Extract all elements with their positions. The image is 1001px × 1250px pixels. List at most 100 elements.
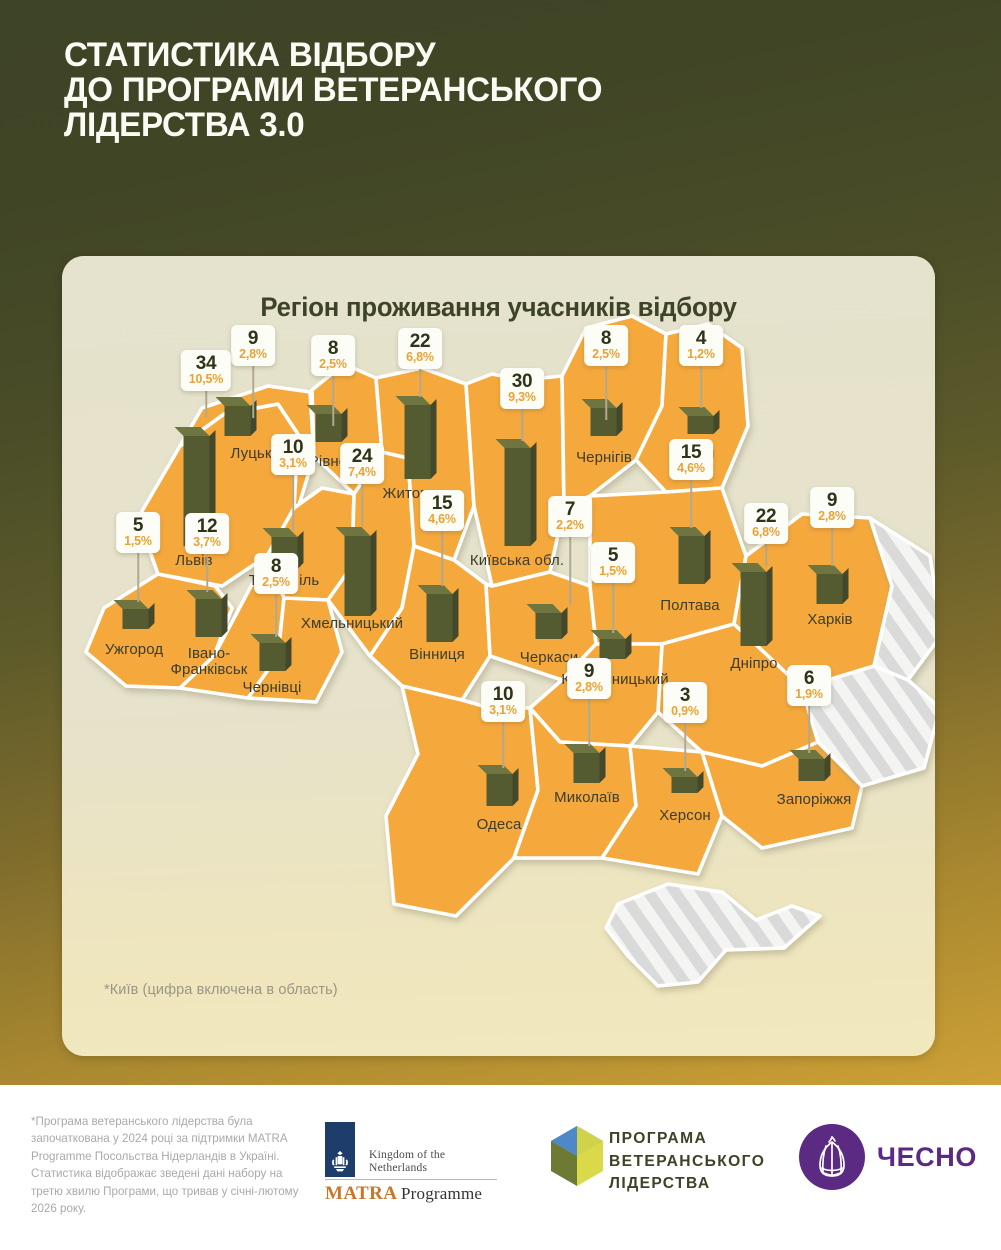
- map-callout-percent: 0,9%: [671, 704, 699, 718]
- map-callout[interactable]: 10 3,1%: [271, 434, 315, 475]
- map-region-label[interactable]: Полтава: [660, 597, 720, 614]
- map-callout[interactable]: 9 2,8%: [567, 658, 611, 699]
- map-callout[interactable]: 12 3,7%: [185, 513, 229, 554]
- map-region-label[interactable]: Миколаїв: [554, 789, 620, 806]
- kyiv-footnote: *Київ (цифра включена в область): [104, 982, 338, 998]
- map-callout[interactable]: 8 2,5%: [311, 335, 355, 376]
- map-region-label[interactable]: Рівне: [308, 453, 348, 470]
- map-region-label[interactable]: Хмельницький: [300, 615, 404, 632]
- map-callout[interactable]: 5 1,5%: [591, 542, 635, 583]
- map-region-label[interactable]: Київська обл.: [469, 552, 565, 569]
- page-title: СТАТИСТИКА ВІДБОРУ ДО ПРОГРАМИ ВЕТЕРАНСЬ…: [64, 38, 934, 143]
- map-callout-stem: [252, 366, 254, 418]
- logo-chesno[interactable]: ЧЕСНО: [799, 1124, 976, 1196]
- map-callout[interactable]: 4 1,2%: [679, 325, 723, 366]
- vl-line-1: ПРОГРАМА: [609, 1130, 708, 1147]
- map-bar[interactable]: [669, 527, 714, 597]
- region-chernivtsi[interactable]: [246, 596, 344, 704]
- map-bar[interactable]: [250, 634, 295, 684]
- map-callout-stem: [700, 366, 702, 408]
- logo-kingdom-of-netherlands[interactable]: Kingdom of the Netherlands MATRA Program…: [325, 1122, 497, 1204]
- map-callout-value: 9: [583, 661, 595, 682]
- map-callout[interactable]: 24 7,4%: [340, 443, 384, 484]
- map-regions-occupied: [604, 516, 935, 988]
- map-callout-percent: 2,5%: [319, 357, 347, 371]
- map-region-label[interactable]: Чернівці: [242, 679, 302, 696]
- footer-note: *Програма ветеранського лідерства була з…: [31, 1115, 299, 1216]
- map-region-label[interactable]: Вінниця: [409, 646, 465, 663]
- map-callout[interactable]: 8 2,5%: [584, 325, 628, 366]
- map-callout-stem: [205, 391, 207, 418]
- map-region-label[interactable]: Одеса: [476, 816, 522, 833]
- map-bar[interactable]: [113, 600, 158, 642]
- map-bar[interactable]: [395, 396, 440, 492]
- map-bar[interactable]: [662, 768, 707, 806]
- map-callout[interactable]: 3 0,9%: [663, 682, 707, 723]
- map-callout[interactable]: 7 2,2%: [548, 496, 592, 537]
- map-bar[interactable]: [807, 565, 852, 617]
- map-bar[interactable]: [731, 563, 776, 659]
- map-region-label[interactable]: Івано- Франківськ: [171, 646, 248, 678]
- map-bar[interactable]: [215, 397, 260, 449]
- map-callout[interactable]: 15 4,6%: [420, 490, 464, 531]
- map-callout-value: 15: [680, 442, 702, 463]
- map-region-label[interactable]: Харків: [807, 611, 853, 628]
- logo-veteran-leadership[interactable]: ПРОГРАМА ВЕТЕРАНСЬКОГО ЛІДЕРСТВА: [549, 1120, 779, 1200]
- map-region-label[interactable]: Ужгород: [104, 641, 164, 658]
- map-callout[interactable]: 8 2,5%: [254, 553, 298, 594]
- map-callout[interactable]: 22 6,8%: [398, 328, 442, 369]
- map-bar[interactable]: [186, 590, 231, 650]
- map-callout[interactable]: 22 6,8%: [744, 503, 788, 544]
- map-callout[interactable]: 9 2,8%: [810, 487, 854, 528]
- map-bar[interactable]: [335, 527, 380, 629]
- map-callout-percent: 3,7%: [193, 535, 221, 549]
- map-region-label[interactable]: Львів: [175, 552, 213, 569]
- map-callout-stem: [690, 480, 692, 528]
- map-callout-percent: 1,2%: [687, 347, 715, 361]
- map-region-label[interactable]: Запоріжжя: [776, 791, 852, 808]
- map-callout[interactable]: 10 3,1%: [481, 681, 525, 722]
- map-bar[interactable]: [590, 630, 635, 672]
- map-region-label[interactable]: Черкаси: [519, 649, 579, 666]
- page-title-line-1: СТАТИСТИКА ВІДБОРУ: [64, 36, 436, 74]
- map-callout[interactable]: 9 2,8%: [231, 325, 275, 366]
- map-callout-value: 9: [247, 328, 259, 349]
- map-callout-stem: [419, 369, 421, 397]
- map-region-label[interactable]: Дніпро: [730, 655, 778, 672]
- map-callout-stem: [808, 706, 810, 753]
- ukraine-map: 92,8%Луцьк82,5%Рівне3410,5%Львів103,1%Те…: [62, 256, 935, 1056]
- map-callout-percent: 10,5%: [188, 372, 224, 386]
- map-region-label[interactable]: Чернігів: [576, 449, 632, 466]
- map-callout[interactable]: 34 10,5%: [180, 350, 232, 391]
- map-callout[interactable]: 15 4,6%: [669, 439, 713, 480]
- map-heading: Регіон проживання учасників відбору: [62, 292, 935, 323]
- map-callout-value: 22: [755, 506, 777, 527]
- netherlands-logo-divider: [325, 1179, 497, 1180]
- region-occupied-crimea: [604, 882, 822, 988]
- map-callout-stem: [765, 544, 767, 566]
- map-callout-stem: [206, 554, 208, 592]
- map-region-label[interactable]: Луцьк: [230, 445, 272, 462]
- map-bar[interactable]: [526, 604, 571, 652]
- map-callout-value: 8: [270, 556, 282, 577]
- map-bar[interactable]: [477, 765, 522, 819]
- map-bar[interactable]: [581, 399, 626, 449]
- map-bar[interactable]: [495, 439, 540, 559]
- map-callout-stem: [612, 583, 614, 633]
- map-bar[interactable]: [789, 750, 834, 794]
- map-bar[interactable]: [564, 744, 609, 796]
- map-callout-percent: 1,5%: [124, 534, 152, 548]
- map-region-label[interactable]: Херсон: [659, 807, 711, 824]
- map-bar[interactable]: [417, 585, 462, 655]
- map-callout-stem: [441, 531, 443, 586]
- veteran-leadership-wordmark: ПРОГРАМА ВЕТЕРАНСЬКОГО ЛІДЕРСТВА: [609, 1128, 765, 1196]
- map-callout-value: 22: [409, 331, 431, 352]
- map-callout[interactable]: 6 1,9%: [787, 665, 831, 706]
- veteran-leadership-cube-icon: [551, 1126, 603, 1186]
- map-callout-percent: 2,2%: [556, 518, 584, 532]
- map-callout-percent: 4,6%: [428, 512, 456, 526]
- map-callout-value: 15: [431, 493, 453, 514]
- map-callout[interactable]: 5 1,5%: [116, 512, 160, 553]
- map-callout[interactable]: 30 9,3%: [500, 368, 544, 409]
